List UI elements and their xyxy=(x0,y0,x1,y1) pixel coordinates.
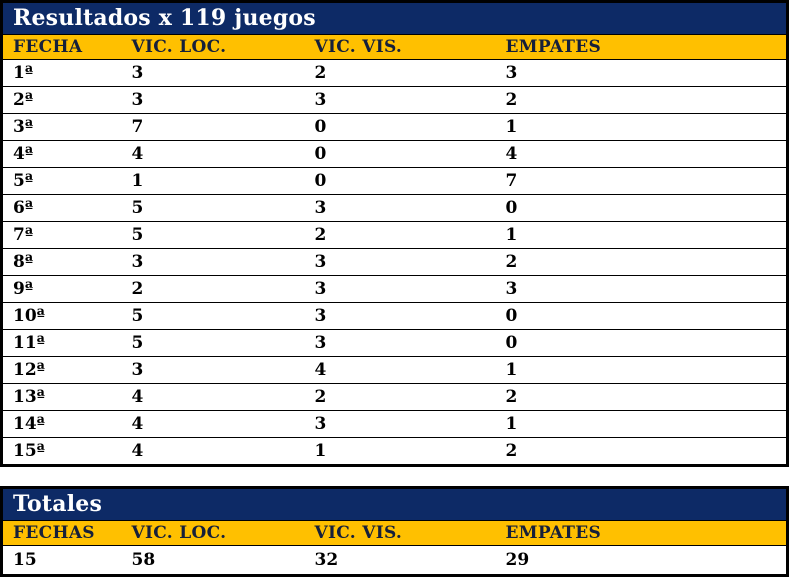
table-cell: 13ª xyxy=(1,383,132,411)
totals-table: Totales FECHAS VIC. LOC. VIC. VIS. EMPAT… xyxy=(0,486,789,577)
table-cell: 3 xyxy=(131,248,315,276)
table-cell: 10ª xyxy=(1,302,132,330)
table-row: 12ª 3 4 1 xyxy=(1,356,788,384)
table-cell: 58 xyxy=(131,545,315,576)
column-header-fecha: FECHA xyxy=(1,34,132,60)
table-cell: 1 xyxy=(505,221,788,249)
table-row: 1ª 3 2 3 xyxy=(1,59,788,87)
table-cell: 5 xyxy=(131,329,315,357)
table-row: 8ª 3 3 2 xyxy=(1,248,788,276)
totals-table-body: 15 58 32 29 xyxy=(1,545,788,576)
table-cell: 5 xyxy=(131,194,315,222)
table-cell: 3 xyxy=(131,86,315,114)
table-row: 7ª 5 2 1 xyxy=(1,221,788,249)
table-cell: 3 xyxy=(314,302,506,330)
table-cell: 1 xyxy=(505,356,788,384)
table-cell: 2ª xyxy=(1,86,132,114)
table-cell: 14ª xyxy=(1,410,132,438)
table-row: 5ª 1 0 7 xyxy=(1,167,788,195)
table-cell: 2 xyxy=(314,59,506,87)
table-row: 14ª 4 3 1 xyxy=(1,410,788,438)
column-header-total-vic-vis: VIC. VIS. xyxy=(314,520,506,546)
table-cell: 29 xyxy=(505,545,788,576)
table-row: 15ª 4 1 2 xyxy=(1,437,788,466)
table-cell: 2 xyxy=(131,275,315,303)
table-cell: 2 xyxy=(314,221,506,249)
table-cell: 9ª xyxy=(1,275,132,303)
table-cell: 1ª xyxy=(1,59,132,87)
table-cell: 5ª xyxy=(1,167,132,195)
table-cell: 3 xyxy=(314,86,506,114)
table-cell: 4 xyxy=(131,383,315,411)
table-row: 11ª 5 3 0 xyxy=(1,329,788,357)
table-cell: 0 xyxy=(314,140,506,168)
table-row: 10ª 5 3 0 xyxy=(1,302,788,330)
table-row: 13ª 4 2 2 xyxy=(1,383,788,411)
totals-title: Totales xyxy=(1,487,788,521)
table-cell: 3 xyxy=(131,356,315,384)
table-cell: 2 xyxy=(505,248,788,276)
table-row: 3ª 7 0 1 xyxy=(1,113,788,141)
table-cell: 4 xyxy=(131,410,315,438)
column-header-fechas: FECHAS xyxy=(1,520,132,546)
table-cell: 15 xyxy=(1,545,132,576)
table-cell: 0 xyxy=(505,329,788,357)
table-row: 15 58 32 29 xyxy=(1,545,788,576)
table-cell: 7ª xyxy=(1,221,132,249)
column-header-empates: EMPATES xyxy=(505,34,788,60)
table-cell: 3 xyxy=(314,329,506,357)
results-table: Resultados x 119 juegos FECHA VIC. LOC. … xyxy=(0,0,789,467)
table-cell: 5 xyxy=(131,302,315,330)
table-cell: 2 xyxy=(505,383,788,411)
table-cell: 4 xyxy=(131,140,315,168)
column-header-vic-vis: VIC. VIS. xyxy=(314,34,506,60)
table-cell: 2 xyxy=(505,86,788,114)
table-cell: 3ª xyxy=(1,113,132,141)
table-cell: 3 xyxy=(131,59,315,87)
table-cell: 12ª xyxy=(1,356,132,384)
table-cell: 1 xyxy=(505,113,788,141)
results-table-body: 1ª 3 2 3 2ª 3 3 2 3ª 7 0 1 4ª 4 0 4 5ª 1 0 7 6ª 5 3 0 7ª 5 2 1 8ª 3 3 2… xyxy=(1,59,788,466)
table-cell: 4 xyxy=(131,437,315,466)
table-cell: 1 xyxy=(314,437,506,466)
table-row: 4ª 4 0 4 xyxy=(1,140,788,168)
table-cell: 7 xyxy=(505,167,788,195)
table-cell: 4 xyxy=(505,140,788,168)
table-row: 2ª 3 3 2 xyxy=(1,86,788,114)
table-cell: 3 xyxy=(314,410,506,438)
table-cell: 2 xyxy=(505,437,788,466)
totals-title-row: Totales xyxy=(1,487,788,521)
table-cell: 2 xyxy=(314,383,506,411)
table-cell: 4ª xyxy=(1,140,132,168)
table-cell: 3 xyxy=(314,275,506,303)
table-cell: 0 xyxy=(314,113,506,141)
table-row: 6ª 5 3 0 xyxy=(1,194,788,222)
table-cell: 0 xyxy=(505,302,788,330)
table-cell: 1 xyxy=(131,167,315,195)
table-cell: 0 xyxy=(314,167,506,195)
totals-header-row: FECHAS VIC. LOC. VIC. VIS. EMPATES xyxy=(1,520,788,546)
column-header-total-empates: EMPATES xyxy=(505,520,788,546)
table-cell: 32 xyxy=(314,545,506,576)
table-cell: 3 xyxy=(505,59,788,87)
table-cell: 3 xyxy=(505,275,788,303)
table-cell: 3 xyxy=(314,194,506,222)
column-header-vic-loc: VIC. LOC. xyxy=(131,34,315,60)
table-row: 9ª 2 3 3 xyxy=(1,275,788,303)
table-cell: 0 xyxy=(505,194,788,222)
table-cell: 3 xyxy=(314,248,506,276)
column-header-total-vic-loc: VIC. LOC. xyxy=(131,520,315,546)
results-title-row: Resultados x 119 juegos xyxy=(1,1,788,35)
table-cell: 7 xyxy=(131,113,315,141)
table-cell: 1 xyxy=(505,410,788,438)
table-cell: 4 xyxy=(314,356,506,384)
results-title: Resultados x 119 juegos xyxy=(1,1,788,35)
table-cell: 8ª xyxy=(1,248,132,276)
table-cell: 15ª xyxy=(1,437,132,466)
table-cell: 5 xyxy=(131,221,315,249)
results-header-row: FECHA VIC. LOC. VIC. VIS. EMPATES xyxy=(1,34,788,60)
table-cell: 6ª xyxy=(1,194,132,222)
table-cell: 11ª xyxy=(1,329,132,357)
